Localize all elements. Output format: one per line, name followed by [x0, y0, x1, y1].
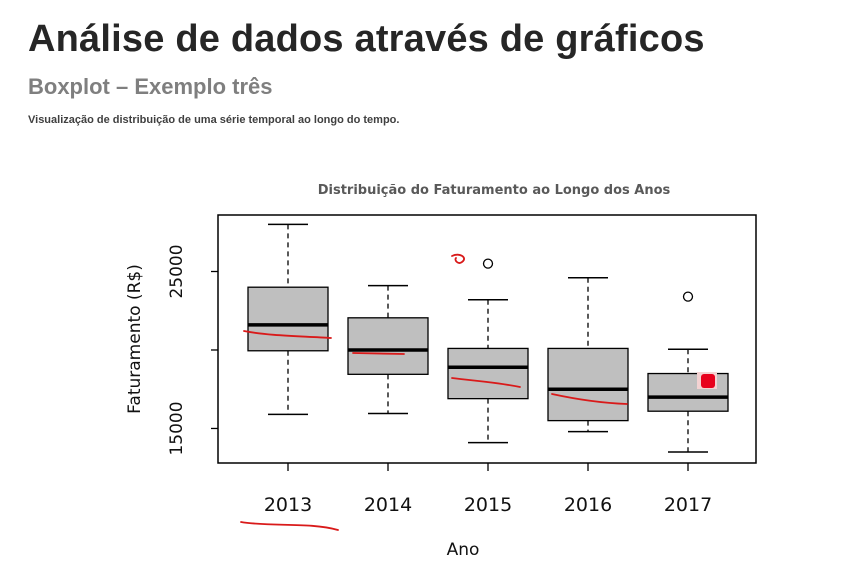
- x-tick-label-2016: 2016: [564, 494, 612, 516]
- box-rect-2016: [547, 347, 629, 422]
- x-tick-label-2015: 2015: [464, 494, 512, 516]
- annotation-stroke-2014: [352, 352, 405, 355]
- y-axis: 15000 25000: [167, 244, 218, 456]
- annotation-squiggle: [451, 253, 465, 264]
- box-rect-2014: [347, 317, 429, 375]
- annotation-dot-core: [701, 374, 715, 388]
- annotation-stroke-2015: [451, 377, 521, 388]
- x-tick-label-2017: 2017: [664, 494, 712, 516]
- x-axis-label: Ano: [447, 540, 480, 560]
- x-tick-label-2013: 2013: [264, 494, 312, 516]
- box-2015: [447, 258, 529, 444]
- box-2014: [347, 284, 429, 415]
- page-subtitle: Boxplot – Exemplo três: [28, 74, 273, 99]
- annotation-stroke-2013: [243, 330, 332, 339]
- outlier-2017-0: [682, 291, 694, 302]
- plot-frame: [217, 214, 757, 464]
- y-tick-label-25000: 25000: [167, 244, 187, 298]
- page-caption: Visualização de distribuição de uma séri…: [28, 114, 400, 126]
- box-2016: [547, 277, 629, 433]
- handwritten-annotations: [240, 253, 628, 531]
- page-title: Análise de dados através de gráficos: [28, 18, 705, 60]
- y-axis-label: Faturamento (R$): [125, 264, 145, 414]
- annotation-dot: [697, 372, 717, 389]
- box-rect-2013: [247, 286, 329, 352]
- annotation-underline-2013: [240, 521, 339, 531]
- annotation-stroke-2016: [551, 393, 628, 405]
- x-axis: 2013 2014 2015 2016 2017: [264, 463, 712, 516]
- chart-title: Distribuição do Faturamento ao Longo dos…: [318, 183, 671, 198]
- boxes-group: [247, 223, 729, 453]
- box-rect-2015: [447, 347, 529, 400]
- outlier-2015-0: [482, 258, 494, 269]
- x-tick-label-2014: 2014: [364, 494, 412, 516]
- box-2013: [247, 223, 329, 416]
- y-tick-label-15000: 15000: [167, 401, 187, 455]
